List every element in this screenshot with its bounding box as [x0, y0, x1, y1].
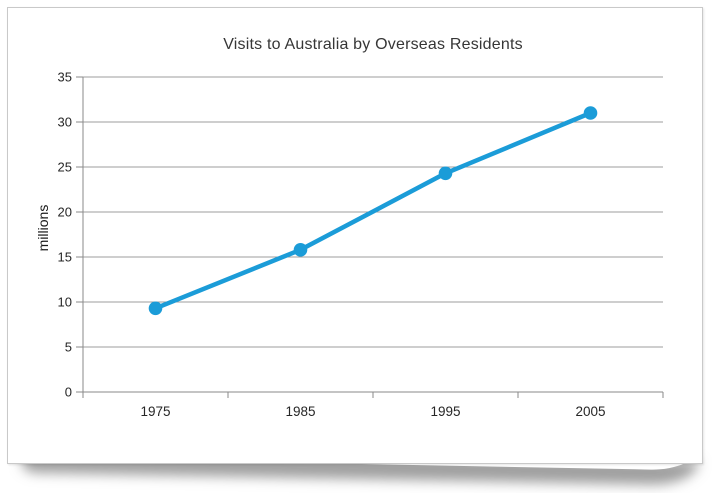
- y-tick-label: 15: [58, 250, 72, 265]
- chart-card: Visits to Australia by Overseas Resident…: [7, 7, 703, 464]
- x-tick-label: 1975: [140, 404, 170, 419]
- chart-plot: 0 5 10 15 20 25 30 35 1975 1985 1995 2005: [58, 70, 664, 419]
- y-tick-label: 25: [58, 160, 72, 175]
- data-point-1985: [293, 243, 308, 257]
- y-tick-label: 0: [65, 385, 72, 400]
- y-tick-label: 5: [65, 340, 72, 355]
- y-tick-label: 35: [58, 70, 72, 85]
- data-point-2005: [583, 106, 598, 120]
- x-tick-label: 1985: [285, 404, 315, 419]
- y-tick-label: 10: [58, 295, 72, 310]
- series-line: [153, 110, 593, 311]
- data-point-1975: [148, 301, 163, 316]
- y-tick-label: 20: [58, 205, 72, 220]
- y-tick-label: 30: [58, 115, 72, 130]
- x-tick-label: 2005: [575, 404, 605, 419]
- x-tick-label: 1995: [430, 404, 460, 419]
- data-point-1995: [438, 166, 453, 181]
- chart-title: Visits to Australia by Overseas Resident…: [223, 36, 523, 53]
